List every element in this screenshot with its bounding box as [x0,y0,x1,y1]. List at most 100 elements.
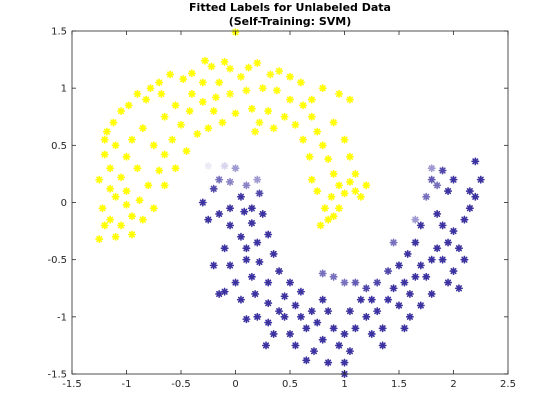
data-point [302,324,311,333]
data-point [335,89,344,98]
data-point [171,101,180,110]
data-point [422,192,431,201]
data-point [454,284,463,293]
x-tick-label: -1.5 [62,379,82,390]
data-point [247,272,256,281]
data-point [106,184,115,193]
data-point [144,181,153,190]
data-point [226,64,235,73]
data-point [302,356,311,365]
data-point [204,215,213,224]
data-point [433,209,442,218]
data-point [266,70,275,79]
data-point [218,118,227,127]
data-point [444,187,453,196]
data-point [384,295,393,304]
data-point [318,84,327,93]
data-point [416,261,425,270]
data-point [438,221,447,230]
data-point [307,95,316,104]
data-point [236,72,245,81]
data-point [329,169,338,178]
data-point [122,152,131,161]
data-point [367,329,376,338]
data-point [109,118,118,127]
data-point [362,312,371,321]
data-point [100,150,109,159]
data-point [258,209,267,218]
data-point [340,135,349,144]
data-point [220,287,229,296]
data-point [460,255,469,264]
data-point [117,173,126,182]
data-point [242,255,251,264]
data-point [313,127,322,136]
data-point [255,118,264,127]
data-point [226,89,235,98]
data-point [416,301,425,310]
data-point [324,215,333,224]
data-point [427,255,436,264]
data-point [247,204,256,213]
data-point [198,198,207,207]
data-point [200,56,209,65]
data-point [160,181,169,190]
data-point [207,62,216,71]
data-point [117,221,126,230]
data-point [155,166,164,175]
data-point [142,95,151,104]
data-point [187,69,196,78]
data-point [226,177,235,186]
x-tick-label: 2.5 [500,379,516,390]
data-point [269,249,278,258]
data-point [285,72,295,81]
data-point [454,244,463,253]
y-tick-label: 0.5 [51,141,67,152]
data-point [187,89,196,98]
data-point [160,112,169,121]
data-point [335,341,344,350]
data-point [111,141,120,150]
data-point [138,124,147,133]
data-point [345,152,354,161]
data-point [215,175,224,184]
data-point [220,57,229,66]
data-point [362,284,371,293]
data-point [378,324,387,333]
y-tick-label: -0.5 [47,255,67,266]
data-point [313,187,322,196]
data-point [285,278,295,287]
data-point [471,192,480,201]
data-point [329,118,338,127]
data-point [231,109,240,118]
data-point [367,295,376,304]
data-point [351,324,360,333]
data-point [111,232,120,241]
data-point [209,261,218,270]
data-point [255,189,264,198]
data-point [138,215,147,224]
data-point [318,295,327,304]
axes: -1.5 -1 -0.5 0 0.5 1 1.5 2 2.5 -1.5 -1 -0.5 0 0.5 1 1.5 [47,27,515,391]
data-point [427,289,436,298]
data-point [351,278,360,287]
data-point [405,289,414,298]
data-point [345,95,354,104]
data-point [211,93,220,102]
data-point [251,289,260,298]
data-point [318,269,327,278]
data-point [127,212,136,221]
data-point [411,215,420,224]
data-point [135,196,144,205]
data-point [160,150,169,159]
data-point [465,187,474,196]
data-point [106,164,115,173]
data-point [240,207,249,216]
data-point [215,78,224,87]
data-point [280,312,289,321]
data-point [345,307,354,316]
data-point [296,287,305,296]
data-point [373,307,382,316]
data-point [307,307,316,316]
